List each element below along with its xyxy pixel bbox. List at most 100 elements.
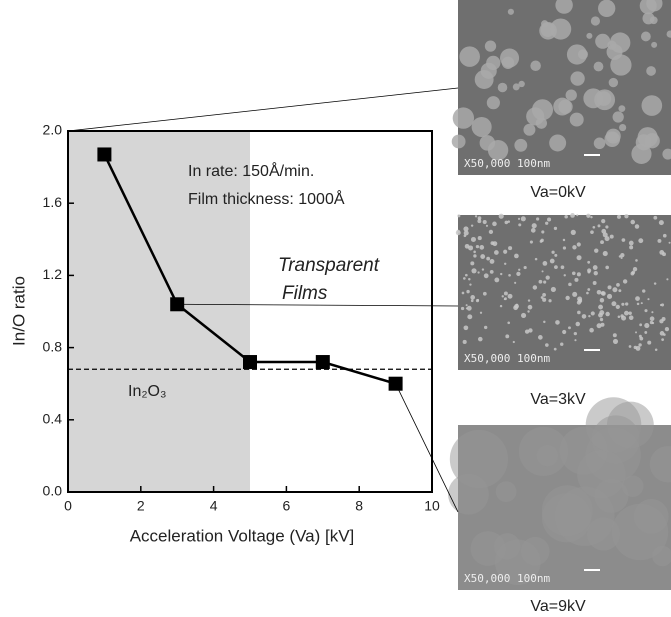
sem-grain	[501, 56, 515, 69]
sem-grain	[464, 273, 468, 277]
sem-grain	[486, 256, 491, 261]
sem-grain	[619, 123, 627, 132]
sem-grain	[570, 71, 585, 86]
sem-grain	[642, 289, 646, 293]
sem-grain	[564, 215, 568, 219]
sem-grain	[599, 298, 605, 303]
sem-grain	[538, 279, 543, 284]
sem-grain	[504, 220, 509, 225]
sem-grain	[609, 234, 614, 239]
sem-grain	[500, 272, 503, 276]
sem-grain	[555, 0, 573, 14]
sem-grain	[633, 498, 669, 534]
sem-grain	[572, 245, 577, 250]
y-tick-label: 1.6	[43, 194, 63, 210]
sem-grain	[553, 347, 557, 351]
sem-grain	[536, 444, 559, 467]
sem-grain	[524, 329, 530, 334]
image-caption: Va=0kV	[530, 184, 586, 201]
sem-grain	[649, 445, 671, 483]
sem-grain	[498, 213, 504, 219]
annotation: Films	[282, 283, 328, 304]
sem-grain	[644, 331, 648, 334]
sem-grain	[451, 134, 466, 149]
sem-grain	[499, 304, 503, 308]
sem-grain	[598, 304, 603, 310]
sem-grain	[639, 323, 643, 327]
sem-grain	[612, 333, 617, 338]
sem-grain	[574, 339, 577, 342]
sem-grain	[474, 215, 478, 218]
sem-grain	[538, 335, 543, 340]
sem-grain	[653, 215, 658, 220]
sem-grain	[528, 328, 533, 333]
x-tick-label: 10	[424, 498, 440, 514]
sem-grain	[585, 397, 642, 453]
sem-grain	[570, 229, 576, 235]
sem-grain	[480, 254, 486, 259]
sem-grain	[620, 253, 625, 258]
sem-grain	[657, 238, 662, 243]
sem-grain	[668, 241, 671, 244]
sem-grain	[661, 317, 666, 322]
sem-grain	[615, 304, 620, 310]
sem-grain	[507, 8, 514, 15]
sem-grain	[518, 268, 521, 271]
sem-grain	[526, 107, 545, 126]
x-tick-label: 2	[137, 498, 145, 514]
sem-grain	[622, 279, 628, 284]
sem-grain	[566, 44, 588, 65]
sem-grain	[487, 139, 509, 161]
sem-grain	[560, 342, 564, 346]
sem-grain	[634, 224, 640, 229]
annotation: In rate: 150Å/min.	[188, 161, 314, 180]
sem-grain	[565, 89, 577, 101]
sem-grain	[616, 214, 621, 219]
sem-grain	[517, 217, 521, 220]
sem-grain	[541, 270, 544, 273]
sem-grain	[488, 229, 494, 235]
sem-grain	[466, 305, 472, 311]
sem-grain	[495, 481, 517, 503]
data-point	[315, 355, 330, 370]
sem-grain	[607, 40, 617, 50]
sem-grain	[570, 213, 575, 218]
sem-grain	[628, 240, 634, 246]
sem-grain	[590, 215, 593, 219]
sem-grain	[494, 533, 521, 560]
sem-grain	[530, 60, 541, 71]
connector	[395, 383, 459, 513]
sem-grain	[612, 111, 624, 123]
reference-label: In₂O₃	[128, 383, 167, 400]
sem-grain	[462, 339, 467, 345]
sem-grain	[576, 255, 582, 261]
sem-grain	[512, 340, 515, 344]
sem-grain	[586, 213, 591, 218]
sem-grain	[563, 274, 566, 277]
sem-grain	[590, 230, 594, 234]
plot-frame	[67, 130, 433, 493]
sem-grain	[612, 338, 619, 344]
sem-grain	[600, 291, 605, 296]
sem-grain	[471, 268, 477, 274]
sem-grain	[473, 250, 476, 254]
sem-grain	[493, 250, 499, 255]
sem-grain	[625, 302, 629, 306]
sem-grain	[465, 307, 468, 310]
sem-grain	[636, 302, 640, 306]
sem-grain	[611, 301, 617, 307]
sem-grain	[555, 320, 560, 325]
sem-grain	[514, 281, 517, 284]
sem-grain	[543, 280, 547, 284]
sem-grain	[560, 265, 565, 270]
sem-grain	[514, 138, 528, 152]
sem-grain	[448, 473, 489, 515]
sem-grain	[593, 61, 604, 72]
sem-grain	[588, 314, 591, 318]
sem-grain	[482, 291, 487, 296]
sem-grain	[605, 225, 609, 229]
sem-grain	[463, 226, 469, 232]
sem-grain	[594, 478, 629, 514]
sem-grain	[470, 236, 476, 242]
sem-grain	[593, 137, 606, 150]
